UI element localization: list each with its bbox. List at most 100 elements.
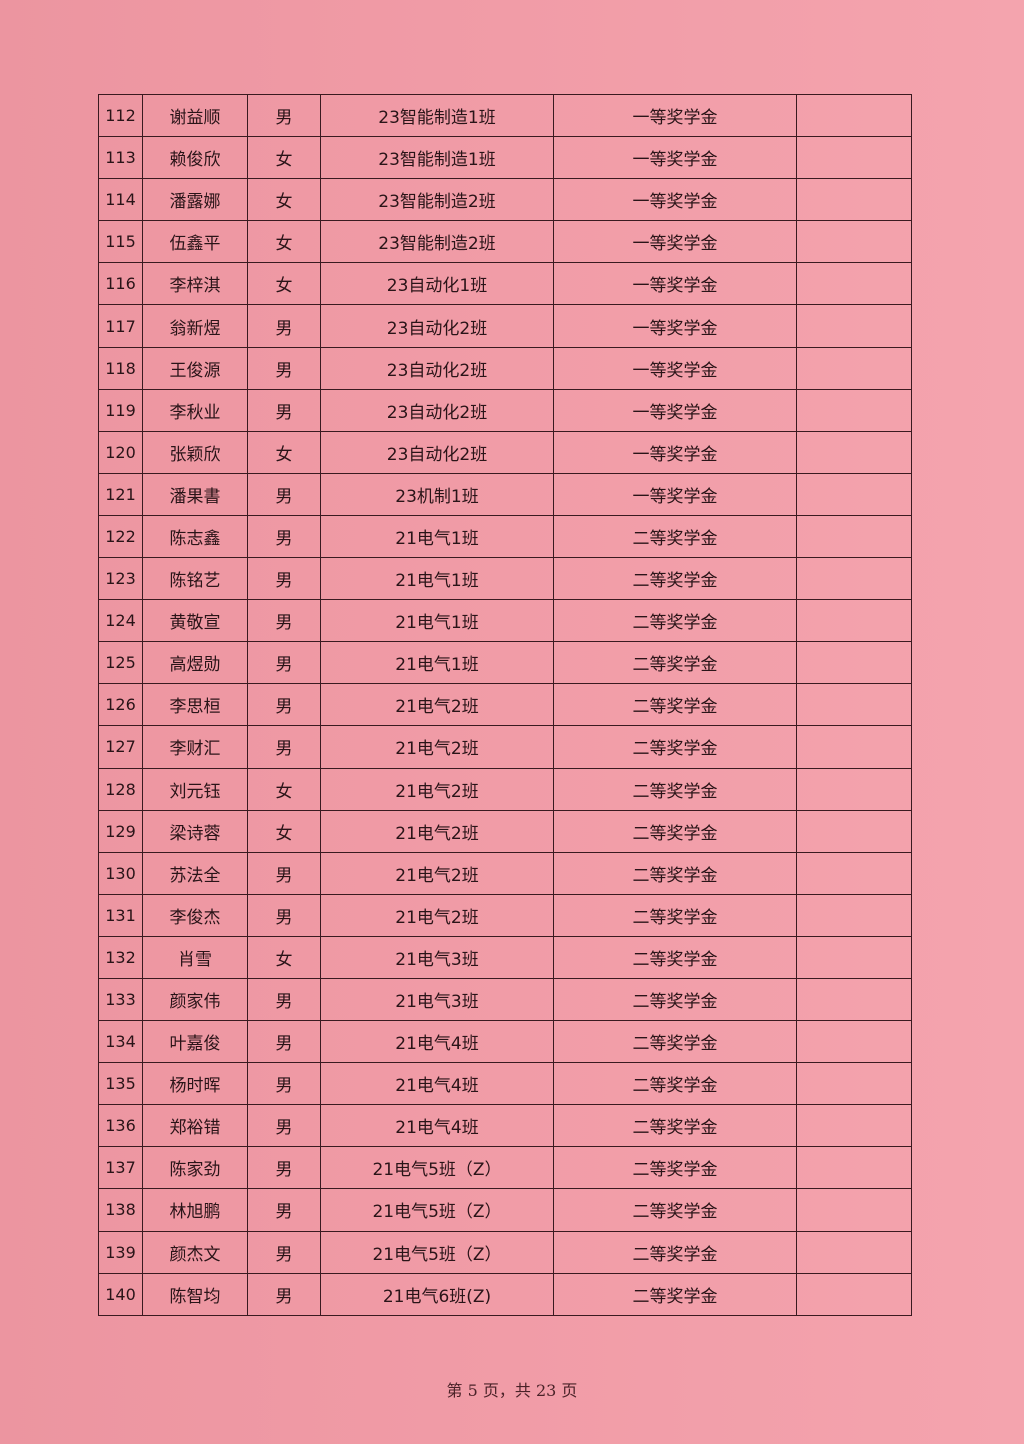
table-row: 127 李财汇男 21电气2班 二等奖学金 <box>98 725 912 769</box>
table-row: 126 李思桓男 21电气2班 二等奖学金 <box>98 683 912 727</box>
student-name-cell: 伍鑫平 <box>142 220 248 264</box>
class-name-cell: 21电气1班 <box>320 641 554 685</box>
student-name-cell: 杨时晖 <box>142 1062 248 1106</box>
remarks-cell <box>796 683 912 727</box>
student-name-cell: 颜杰文 <box>142 1230 248 1274</box>
row-number-cell: 116 <box>98 262 143 306</box>
table-row: 117 翁新煜男 23自动化2班 一等奖学金 <box>98 304 912 348</box>
gender-cell: 女 <box>247 767 321 811</box>
student-name-cell: 谢益顺 <box>142 93 248 138</box>
class-name-cell: 21电气2班 <box>320 725 554 769</box>
award-cell: 一等奖学金 <box>553 346 797 390</box>
gender-cell: 男 <box>247 1272 321 1316</box>
award-cell: 一等奖学金 <box>553 430 797 474</box>
table-row: 139 颜杰文男 21电气5班（Z） 二等奖学金 <box>98 1230 912 1274</box>
student-name-cell: 刘元钰 <box>142 767 248 811</box>
award-cell: 二等奖学金 <box>553 809 797 853</box>
table-row: 138 林旭鹏男 21电气5班（Z） 二等奖学金 <box>98 1188 912 1232</box>
table-row: 125 高煜勋男 21电气1班 二等奖学金 <box>98 641 912 685</box>
gender-cell: 女 <box>247 430 321 474</box>
table-row: 135 杨时晖男 21电气4班 二等奖学金 <box>98 1062 912 1106</box>
gender-cell: 男 <box>247 388 321 432</box>
class-name-cell: 23机制1班 <box>320 472 554 516</box>
row-number-cell: 114 <box>98 178 143 222</box>
student-name-cell: 潘果書 <box>142 472 248 516</box>
gender-cell: 男 <box>247 93 321 138</box>
student-name-cell: 颜家伟 <box>142 977 248 1022</box>
row-number-cell: 130 <box>98 851 143 895</box>
student-name-cell: 林旭鹏 <box>142 1188 248 1232</box>
gender-cell: 男 <box>247 304 321 348</box>
student-name-cell: 李财汇 <box>142 725 248 769</box>
table-row: 122 陈志鑫男 21电气1班 二等奖学金 <box>98 514 912 559</box>
award-cell: 二等奖学金 <box>553 641 797 685</box>
scholarship-table: 112 谢益顺男 23智能制造1班 一等奖学金 113 赖俊欣女 23智能制造1班 一等奖学金… <box>98 93 912 1316</box>
award-cell: 二等奖学金 <box>553 683 797 727</box>
award-cell: 一等奖学金 <box>553 472 797 516</box>
remarks-cell <box>796 1104 912 1148</box>
class-name-cell: 21电气3班 <box>320 977 554 1022</box>
class-name-cell: 21电气2班 <box>320 767 554 811</box>
award-cell: 二等奖学金 <box>553 1104 797 1148</box>
gender-cell: 男 <box>247 1146 321 1190</box>
row-number-cell: 122 <box>98 514 143 559</box>
table-row: 120 张颖欣女 23自动化2班 一等奖学金 <box>98 430 912 474</box>
class-name-cell: 21电气5班（Z） <box>320 1188 554 1232</box>
student-name-cell: 郑裕错 <box>142 1104 248 1148</box>
row-number-cell: 131 <box>98 893 143 937</box>
class-name-cell: 21电气4班 <box>320 1020 554 1064</box>
gender-cell: 女 <box>247 262 321 306</box>
gender-cell: 男 <box>247 851 321 895</box>
student-name-cell: 赖俊欣 <box>142 136 248 180</box>
gender-cell: 男 <box>247 346 321 390</box>
class-name-cell: 23自动化1班 <box>320 262 554 306</box>
class-name-cell: 21电气5班（Z） <box>320 1146 554 1190</box>
table-row: 116 李梓淇女 23自动化1班 一等奖学金 <box>98 262 912 306</box>
student-name-cell: 叶嘉俊 <box>142 1020 248 1064</box>
award-cell: 一等奖学金 <box>553 178 797 222</box>
gender-cell: 男 <box>247 472 321 516</box>
table-row: 130 苏法全男 21电气2班 二等奖学金 <box>98 851 912 895</box>
class-name-cell: 23自动化2班 <box>320 388 554 432</box>
row-number-cell: 112 <box>98 93 143 138</box>
row-number-cell: 118 <box>98 346 143 390</box>
remarks-cell <box>796 304 912 348</box>
table-row: 132 肖雪女 21电气3班 二等奖学金 <box>98 935 912 979</box>
row-number-cell: 120 <box>98 430 143 474</box>
class-name-cell: 21电气5班（Z） <box>320 1230 554 1274</box>
table-row: 128 刘元钰女 21电气2班 二等奖学金 <box>98 767 912 811</box>
award-cell: 二等奖学金 <box>553 1146 797 1190</box>
row-number-cell: 119 <box>98 388 143 432</box>
award-cell: 二等奖学金 <box>553 514 797 559</box>
student-name-cell: 黄敬宣 <box>142 599 248 643</box>
gender-cell: 男 <box>247 683 321 727</box>
remarks-cell <box>796 1188 912 1232</box>
student-name-cell: 李梓淇 <box>142 262 248 306</box>
row-number-cell: 139 <box>98 1230 143 1274</box>
class-name-cell: 21电气2班 <box>320 683 554 727</box>
remarks-cell <box>796 1020 912 1064</box>
row-number-cell: 127 <box>98 725 143 769</box>
award-cell: 二等奖学金 <box>553 725 797 769</box>
student-name-cell: 张颖欣 <box>142 430 248 474</box>
award-cell: 二等奖学金 <box>553 935 797 979</box>
table-row: 121 潘果書男 23机制1班 一等奖学金 <box>98 472 912 516</box>
student-name-cell: 陈铭艺 <box>142 557 248 601</box>
row-number-cell: 125 <box>98 641 143 685</box>
class-name-cell: 21电气4班 <box>320 1104 554 1148</box>
table-row: 140 陈智均男 21电气6班(Z) 二等奖学金 <box>98 1272 912 1316</box>
student-name-cell: 高煜勋 <box>142 641 248 685</box>
class-name-cell: 23自动化2班 <box>320 430 554 474</box>
gender-cell: 女 <box>247 809 321 853</box>
table-row: 124 黄敬宣男 21电气1班 二等奖学金 <box>98 599 912 643</box>
remarks-cell <box>796 1272 912 1316</box>
student-name-cell: 潘露娜 <box>142 178 248 222</box>
remarks-cell <box>796 178 912 222</box>
remarks-cell <box>796 514 912 559</box>
award-cell: 一等奖学金 <box>553 262 797 306</box>
table-row: 134 叶嘉俊男 21电气4班 二等奖学金 <box>98 1020 912 1064</box>
row-number-cell: 138 <box>98 1188 143 1232</box>
remarks-cell <box>796 346 912 390</box>
class-name-cell: 23智能制造2班 <box>320 178 554 222</box>
remarks-cell <box>796 93 912 138</box>
